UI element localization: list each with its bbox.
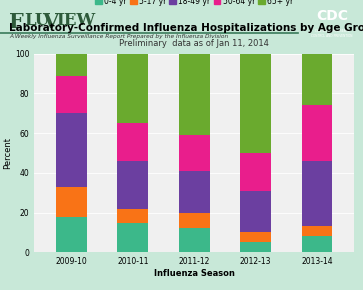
Bar bbox=[56, 187, 87, 217]
Bar bbox=[302, 54, 333, 105]
Legend: 0-4 yr, 5-17 yr, 18-49 yr, 50-64 yr, 65+ yr: 0-4 yr, 5-17 yr, 18-49 yr, 50-64 yr, 65+… bbox=[92, 0, 297, 9]
Bar bbox=[240, 54, 271, 153]
Text: A Weekly Influenza Surveillance Report Prepared by the Influenza Division: A Weekly Influenza Surveillance Report P… bbox=[9, 35, 228, 39]
Title: Laboratory-Confirmed Influenza Hospitalizations by Age Group: Laboratory-Confirmed Influenza Hospitali… bbox=[9, 23, 363, 33]
Text: Preliminary  data as of Jan 11, 2014: Preliminary data as of Jan 11, 2014 bbox=[119, 39, 269, 48]
X-axis label: Influenza Season: Influenza Season bbox=[154, 269, 234, 278]
Text: CENTERS FOR DISEASE
CONTROL AND PREVENTION: CENTERS FOR DISEASE CONTROL AND PREVENTI… bbox=[311, 29, 353, 38]
Bar bbox=[179, 135, 209, 171]
Bar bbox=[117, 123, 148, 161]
Text: IEW: IEW bbox=[56, 12, 95, 29]
Bar bbox=[56, 54, 87, 75]
Y-axis label: Percent: Percent bbox=[3, 137, 12, 169]
Bar bbox=[117, 54, 148, 123]
Bar bbox=[302, 226, 333, 236]
Text: V: V bbox=[42, 12, 58, 32]
Bar bbox=[302, 105, 333, 161]
Bar bbox=[56, 217, 87, 252]
Text: F: F bbox=[9, 12, 24, 32]
Bar bbox=[117, 222, 148, 252]
Bar bbox=[117, 161, 148, 209]
Bar bbox=[179, 54, 209, 135]
Bar bbox=[302, 236, 333, 252]
Bar bbox=[240, 153, 271, 191]
Bar bbox=[117, 209, 148, 222]
Text: CDC: CDC bbox=[316, 9, 348, 23]
Bar bbox=[240, 191, 271, 233]
Bar bbox=[179, 213, 209, 229]
Text: LU: LU bbox=[25, 12, 50, 29]
Bar bbox=[179, 229, 209, 252]
Bar bbox=[240, 242, 271, 252]
Bar bbox=[56, 75, 87, 113]
Bar bbox=[302, 161, 333, 226]
Bar bbox=[240, 233, 271, 242]
Bar bbox=[56, 113, 87, 187]
Bar bbox=[179, 171, 209, 213]
